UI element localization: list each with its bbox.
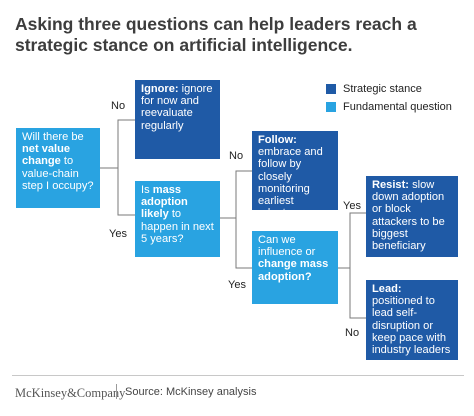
connector-q1-q2	[117, 168, 135, 216]
node-text-segment: Can we influence or	[258, 234, 316, 259]
connector-q3-lead	[349, 268, 366, 319]
stance-node-lead: Lead: positioned to lead self-disruption…	[366, 280, 458, 360]
question-node-net-value-change: Will there be net value change to value-…	[16, 128, 100, 208]
node-text-segment: mass adoption likely	[141, 184, 188, 221]
node-text-segment: change mass adoption?	[258, 258, 329, 283]
connector-q1-ignore	[100, 119, 135, 169]
footer-source: Source: McKinsey analysis	[125, 386, 257, 398]
node-text-segment: to value-chain step I occupy?	[22, 155, 94, 192]
node-text-segment: embrace and follow by closely monitoring…	[258, 146, 323, 210]
legend-swatch-strategic	[326, 84, 336, 94]
legend-label-strategic: Strategic stance	[343, 83, 422, 95]
edge-label-q2-yes: Yes	[228, 279, 246, 291]
node-text-segment: positioned to lead self-disruption or ke…	[372, 295, 451, 357]
footer-separator	[116, 384, 117, 399]
node-text-segment: Will there be	[22, 131, 84, 143]
edge-label-q3-no: No	[345, 327, 360, 339]
edge-label-q1-no: No	[111, 100, 126, 112]
footer-brand-logo: McKinsey&Company	[15, 386, 126, 400]
node-text-segment: Resist:	[372, 179, 409, 191]
question-node-influence-adoption: Can we influence or change mass adoption…	[252, 231, 338, 304]
chart-title: Asking three questions can help leaders …	[15, 14, 417, 55]
stance-node-follow: Follow: embrace and follow by closely mo…	[252, 131, 338, 210]
node-text-segment: Lead:	[372, 283, 402, 295]
node-text-segment: net value change	[22, 143, 71, 168]
edge-label-q1-yes: Yes	[109, 228, 127, 240]
stance-node-resist: Resist: slow down adoption or block atta…	[366, 176, 458, 257]
connector-q2-follow	[220, 170, 252, 219]
connector-q3-resist	[338, 212, 366, 269]
footer-divider	[12, 375, 464, 376]
connector-q2-q3	[235, 218, 252, 269]
node-text-segment: ignore for now and reevaluate regularly	[141, 83, 213, 132]
node-text-segment: slow down adoption or block attackers to…	[372, 179, 445, 253]
node-text-segment: Is	[141, 184, 153, 196]
stance-node-ignore: Ignore: ignore for now and reevaluate re…	[135, 80, 220, 159]
legend-swatch-fundamental	[326, 102, 336, 112]
question-node-mass-adoption: Is mass adoption likely to happen in nex…	[135, 181, 220, 257]
edge-label-q2-no: No	[229, 150, 244, 162]
legend-label-fundamental: Fundamental question	[343, 101, 452, 113]
node-text-segment: Follow:	[258, 134, 297, 146]
edge-label-q3-yes: Yes	[343, 200, 361, 212]
node-text-segment: Ignore:	[141, 83, 179, 95]
node-text-segment: to happen in next 5 years?	[141, 208, 214, 245]
